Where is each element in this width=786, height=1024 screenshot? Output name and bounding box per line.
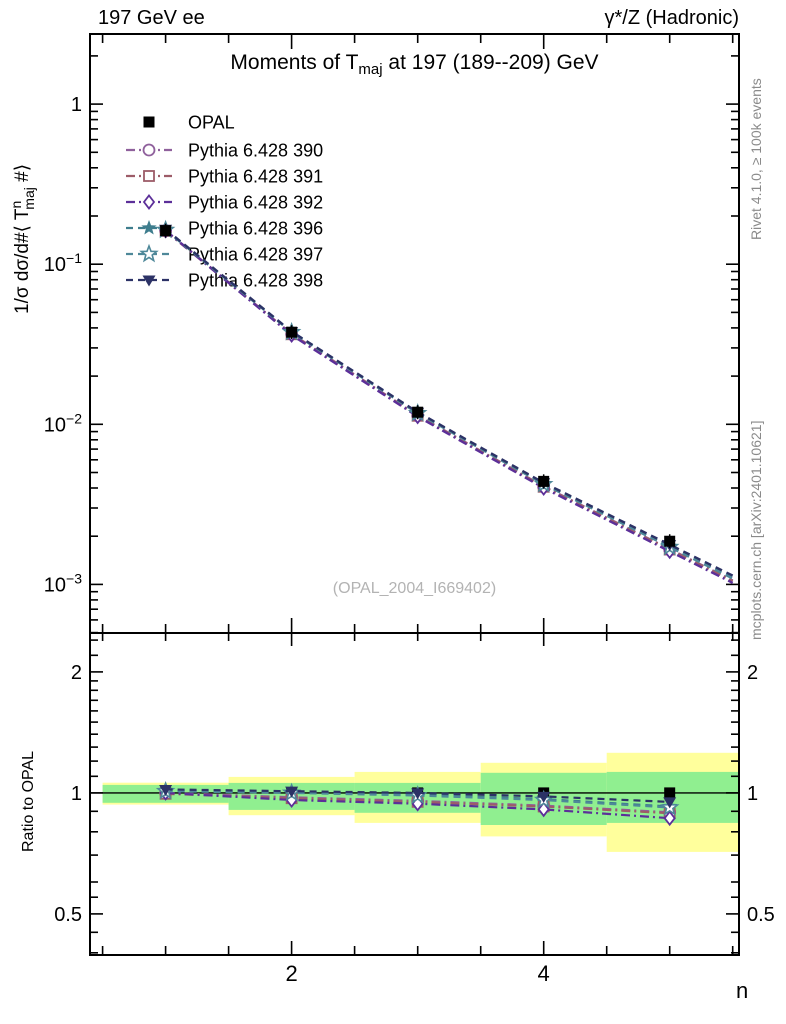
ratio-marker-pythia-6-428-398 — [537, 791, 551, 803]
ratio-y-tick-label-right: 0.5 — [747, 904, 775, 926]
ratio-marker-pythia-6-428-398 — [159, 784, 173, 796]
series-marker-opal — [286, 326, 298, 338]
x-tick-label: 4 — [538, 961, 550, 986]
ratio-y-tick-label-right: 2 — [747, 662, 758, 684]
legend-label-pythia-6-428-398: Pythia 6.428 398 — [188, 271, 323, 291]
plot-title-post: at 197 (189--209) GeV — [382, 51, 599, 74]
series-marker-opal — [412, 406, 424, 418]
y-tick-label: 1 — [71, 94, 82, 116]
ratio-marker-pythia-6-428-398 — [663, 797, 677, 809]
ratio-y-tick-label-left: 0.5 — [54, 904, 82, 926]
legend-marker-pythia-6-428-398 — [142, 275, 156, 287]
legend-label-opal: OPAL — [188, 113, 235, 133]
x-axis-label: n — [736, 978, 749, 1003]
legend-label-pythia-6-428-397: Pythia 6.428 397 — [188, 245, 323, 265]
plot-title-sub: maj — [358, 61, 383, 78]
legend-label-pythia-6-428-392: Pythia 6.428 392 — [188, 193, 323, 213]
series-marker-opal — [160, 225, 172, 237]
ratio-marker-pythia-6-428-398 — [285, 786, 299, 798]
analysis-watermark: (OPAL_2004_I669402) — [332, 580, 497, 597]
ratio-panel-frame — [89, 632, 740, 956]
legend-marker-pythia-6-428-390 — [142, 143, 156, 157]
legend-marker-pythia-6-428-396 — [141, 220, 157, 235]
ratio-marker-pythia-6-428-398 — [411, 788, 425, 800]
ratio-y-tick-label-right: 1 — [747, 783, 758, 805]
ratio-marker-pythia-6-428-392 — [537, 801, 550, 818]
legend-label-pythia-6-428-390: Pythia 6.428 390 — [188, 141, 323, 161]
series-line-pythia-6-428-398 — [164, 228, 734, 577]
y-tick-label: 10−2 — [44, 410, 82, 436]
legend-marker-pythia-6-428-392 — [142, 194, 156, 210]
ratio-y-tick-label-left: 1 — [71, 783, 82, 805]
ratio-marker-pythia-6-428-392 — [663, 810, 676, 827]
plot-title-pre: Moments of T — [230, 51, 359, 74]
ratio-y-tick-label-left: 2 — [71, 662, 82, 684]
series-marker-opal — [538, 475, 550, 487]
plot-title: Moments of Tmaj at 197 (189--209) GeV — [90, 51, 739, 78]
legend-marker-pythia-6-428-391 — [143, 170, 155, 182]
legend-marker-pythia-6-428-397 — [139, 243, 159, 263]
ratio-marker-opal — [664, 787, 676, 799]
header-beam-energy: 197 GeV ee — [98, 7, 205, 29]
y-tick-label: 10−1 — [44, 250, 82, 276]
x-tick-label: 2 — [286, 961, 298, 986]
series-marker-opal — [664, 535, 676, 547]
legend-marker-opal — [143, 116, 155, 128]
header-process-label: γ*/Z (Hadronic) — [604, 7, 739, 29]
y-tick-label: 10−3 — [44, 570, 82, 596]
series-line-pythia-6-428-392 — [164, 229, 734, 584]
legend-label-pythia-6-428-391: Pythia 6.428 391 — [188, 167, 323, 187]
legend-label-pythia-6-428-396: Pythia 6.428 396 — [188, 219, 323, 239]
